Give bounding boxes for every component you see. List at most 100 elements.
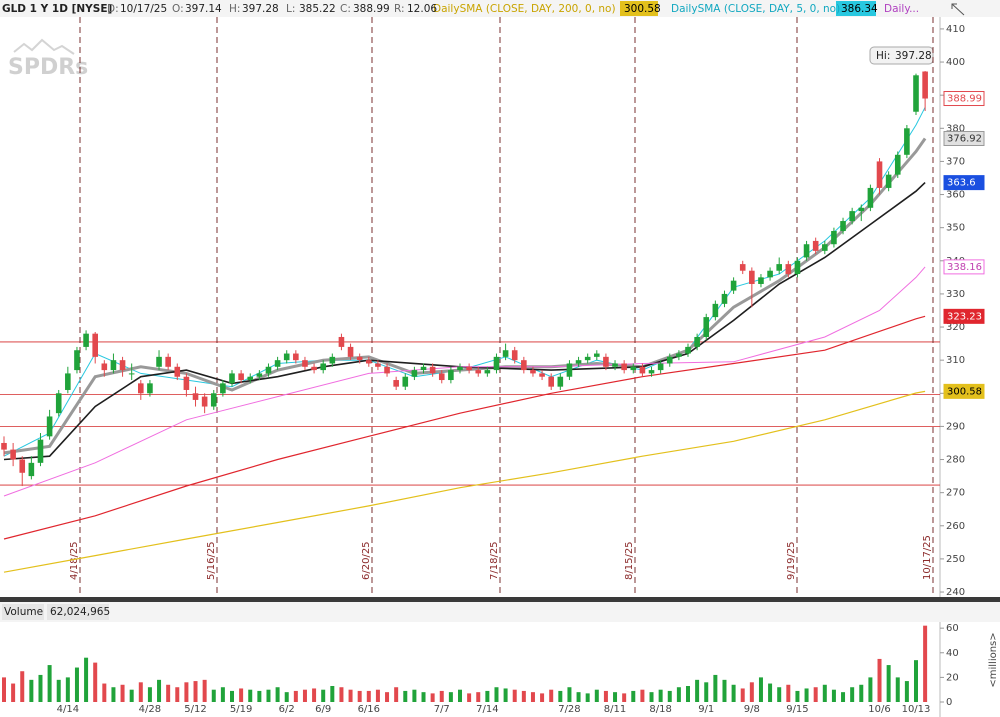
volume-bar (558, 690, 563, 702)
expiry-label: 7/18/25 (489, 541, 500, 580)
study-value-box (620, 1, 658, 16)
price-box-label: 300.58 (947, 386, 982, 397)
volume-bar (667, 690, 672, 702)
volume-bar (631, 690, 636, 702)
candle-body (822, 244, 828, 251)
study-name: DailySMA (CLOSE, DAY, 200, 0, no) (433, 3, 616, 15)
readout-value: 10/17/25 (120, 3, 167, 15)
candle-body (420, 366, 427, 371)
candle-body (812, 240, 819, 251)
panel-separator (0, 597, 1000, 602)
volume-bar (576, 692, 581, 702)
volume-bar (47, 665, 52, 702)
volume-bar (220, 687, 225, 702)
candle-body (19, 459, 26, 473)
candle-body (603, 356, 609, 367)
price-box (943, 91, 985, 107)
study-value-box (836, 1, 876, 16)
moving-average (3, 137, 927, 455)
x-tick-label: 8/18 (649, 704, 671, 715)
volume-bar (822, 684, 827, 702)
volume-bar (476, 692, 481, 702)
volume-bar (266, 689, 271, 702)
candle-body (238, 373, 244, 381)
volume-bar (695, 679, 700, 702)
volume-bar (430, 693, 435, 702)
candle-body (384, 366, 390, 374)
study-name: DailySMA (CLOSE, DAY, 5, 0, no) (671, 3, 840, 15)
volume-bar (2, 677, 6, 702)
volume-bar (330, 686, 335, 702)
price-box-label: 388.99 (947, 94, 982, 105)
volume-bar (877, 658, 882, 702)
volume-bar (804, 688, 809, 702)
study-value: 386.34 (841, 3, 878, 15)
price-box-label: 338.16 (947, 262, 982, 273)
volume-bar (284, 692, 289, 702)
candle-body (466, 366, 472, 371)
x-tick-label: 7/28 (558, 704, 580, 715)
candle-body (849, 211, 855, 222)
candle-body (429, 366, 436, 374)
candle-body (448, 370, 454, 381)
price-box-label: 363.6 (947, 178, 976, 189)
volume-bar (412, 689, 417, 702)
candle-body (475, 370, 482, 374)
candle-body (767, 270, 773, 278)
volume-bar (111, 687, 116, 702)
candle-body (293, 353, 299, 361)
study-value: 300.58 (624, 3, 661, 15)
candle-body (539, 373, 545, 377)
volume-bar (904, 681, 909, 702)
candle-body (666, 356, 673, 364)
volume-bar (84, 657, 89, 702)
symbol: GLD 1 Y 1D [NYSE] (2, 3, 112, 15)
candle-body (366, 360, 372, 364)
candle-body (840, 221, 846, 231)
x-tick-label: 7/7 (434, 704, 450, 715)
candle-body (694, 336, 700, 347)
candle-body (329, 356, 336, 364)
readout-label: L: (286, 3, 295, 15)
volume-bar (29, 679, 34, 702)
volume-bar (549, 689, 554, 702)
candle-body (28, 462, 35, 477)
candle-body (749, 270, 755, 284)
volume-bar (658, 689, 663, 702)
x-tick-label: 9/8 (744, 704, 760, 715)
expiry-label: 4/18/25 (69, 541, 80, 580)
volume-bar (403, 690, 408, 702)
candle-body (119, 360, 126, 371)
candle-body (110, 360, 117, 371)
candle-body (338, 336, 345, 347)
volume-bar (521, 690, 526, 702)
volume-bar (841, 692, 846, 702)
candle-body (657, 363, 664, 371)
y-tick-label: 350 (946, 223, 965, 234)
candle-body (904, 128, 910, 155)
volume-bar (175, 687, 180, 702)
volume-bar (439, 690, 444, 702)
volume-tick-label: 20 (946, 672, 959, 683)
volume-bar (704, 682, 709, 702)
candle-body (247, 376, 254, 381)
candle-body (229, 373, 235, 384)
candle-body (347, 346, 354, 357)
x-tick-label: 4/28 (139, 704, 161, 715)
candle-body (302, 360, 308, 367)
expand-icon[interactable] (951, 3, 965, 16)
volume-bar (38, 674, 43, 702)
readout-label: R: (394, 3, 405, 15)
volume-bar (859, 684, 864, 702)
y-tick-label: 370 (946, 156, 965, 167)
candle-body (739, 264, 746, 271)
volume-bar (613, 692, 618, 702)
y-tick-label: 280 (946, 455, 965, 466)
price-box (943, 259, 985, 275)
volume-bar (275, 687, 280, 702)
x-tick-label: 8/11 (604, 704, 626, 715)
candle-body (885, 174, 892, 188)
x-tick-label: 10/6 (868, 704, 890, 715)
